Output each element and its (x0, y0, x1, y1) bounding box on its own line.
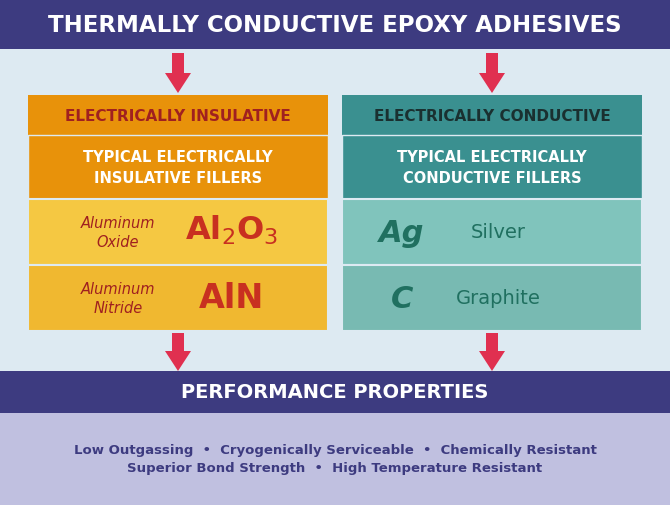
Bar (172, 54, 184, 74)
Text: C: C (391, 284, 413, 313)
Text: TYPICAL ELECTRICALLY
CONDUCTIVE FILLERS: TYPICAL ELECTRICALLY CONDUCTIVE FILLERS (397, 150, 587, 185)
Text: Silver: Silver (470, 223, 525, 242)
Bar (28, 266, 328, 331)
Text: Superior Bond Strength  •  High Temperature Resistant: Superior Bond Strength • High Temperatur… (127, 462, 543, 475)
Bar (28, 136, 328, 199)
Text: ELECTRICALLY CONDUCTIVE: ELECTRICALLY CONDUCTIVE (374, 108, 610, 123)
Text: Al$_2$O$_3$: Al$_2$O$_3$ (186, 213, 279, 246)
Polygon shape (165, 351, 191, 371)
Text: TYPICAL ELECTRICALLY
INSULATIVE FILLERS: TYPICAL ELECTRICALLY INSULATIVE FILLERS (83, 150, 273, 185)
Polygon shape (165, 74, 191, 94)
Text: Aluminum
Nitride: Aluminum Nitride (81, 281, 155, 316)
Bar (342, 136, 642, 199)
Text: PERFORMANCE PROPERTIES: PERFORMANCE PROPERTIES (182, 383, 488, 401)
Text: Ag: Ag (379, 218, 425, 247)
Bar (0, 413, 670, 505)
Bar (486, 333, 498, 351)
Text: Aluminum
Oxide: Aluminum Oxide (81, 215, 155, 250)
Bar (0, 371, 670, 413)
Bar (486, 54, 498, 74)
Text: THERMALLY CONDUCTIVE EPOXY ADHESIVES: THERMALLY CONDUCTIVE EPOXY ADHESIVES (48, 14, 622, 36)
Bar (342, 266, 642, 331)
Text: ELECTRICALLY INSULATIVE: ELECTRICALLY INSULATIVE (65, 108, 291, 123)
Polygon shape (479, 74, 505, 94)
Bar (0, 0, 670, 50)
Bar (342, 199, 642, 266)
Text: AlN: AlN (199, 282, 265, 315)
Text: Graphite: Graphite (456, 289, 541, 308)
Bar (28, 199, 328, 266)
Bar (342, 96, 642, 136)
Bar (28, 96, 328, 136)
Text: Low Outgassing  •  Cryogenically Serviceable  •  Chemically Resistant: Low Outgassing • Cryogenically Serviceab… (74, 443, 596, 457)
Bar (172, 333, 184, 351)
Polygon shape (479, 351, 505, 371)
